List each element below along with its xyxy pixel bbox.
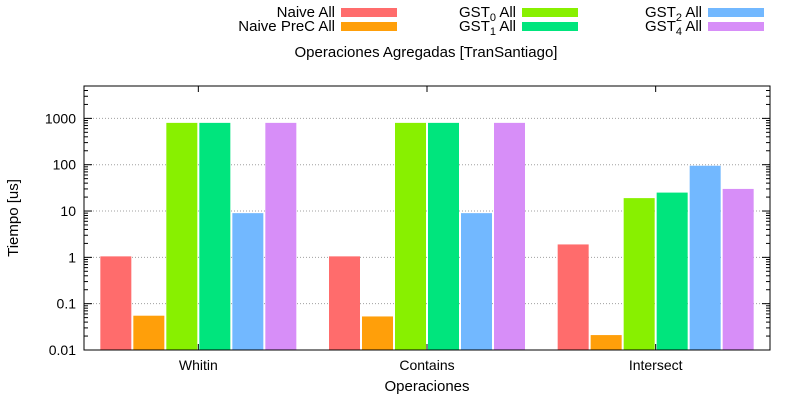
y-tick-label: 0.01: [49, 342, 76, 358]
x-tick-label: Contains: [399, 357, 454, 373]
legend-swatch: [341, 8, 397, 17]
bar: [265, 122, 297, 351]
x-tick-label: Whitin: [179, 357, 218, 373]
y-tick-label: 0.1: [57, 296, 77, 312]
y-axis: 0.01 0.1 1 10 100 1000: [45, 85, 770, 358]
bar: [362, 316, 393, 350]
legend-swatch: [522, 22, 578, 31]
bar: [557, 244, 589, 350]
x-axis: Whitin Contains Intersect: [179, 86, 683, 373]
legend-label: Naive All: [277, 4, 335, 21]
y-tick-label: 1: [68, 249, 76, 265]
legend-label: GST1 All: [459, 18, 516, 38]
bar: [166, 122, 198, 351]
bar: [133, 315, 165, 350]
bar: [623, 198, 655, 350]
x-tick-label: Intersect: [629, 357, 683, 373]
legend-swatch: [341, 22, 397, 31]
bar: [461, 213, 492, 350]
bar: [689, 165, 721, 350]
legend-label: GST2 All: [645, 4, 702, 24]
legend-swatch: [708, 22, 764, 31]
legend-label: GST0 All: [459, 4, 516, 24]
bar: [199, 122, 231, 351]
legend-label: GST4 All: [645, 18, 702, 38]
bar: [428, 122, 459, 351]
legend-swatch: [708, 8, 764, 17]
legend-label: Naive PreC All: [238, 18, 335, 35]
bar: [590, 335, 622, 350]
y-tick-label: 1000: [45, 110, 76, 126]
y-tick-label: 10: [60, 203, 76, 219]
y-tick-label: 100: [53, 157, 77, 173]
bars: [100, 122, 754, 351]
gridlines: [84, 117, 770, 305]
bar: [232, 213, 264, 350]
x-axis-title: Operaciones: [384, 378, 469, 395]
bar: [494, 122, 525, 351]
legend-swatch: [522, 8, 578, 17]
chart-title: Operaciones Agregadas [TranSantiago]: [295, 44, 558, 61]
bar: [329, 256, 360, 350]
bar: [395, 122, 426, 351]
bar: [656, 192, 688, 350]
y-axis-title: Tiempo [us]: [5, 179, 22, 257]
bar: [100, 256, 132, 350]
bar: [722, 188, 754, 350]
